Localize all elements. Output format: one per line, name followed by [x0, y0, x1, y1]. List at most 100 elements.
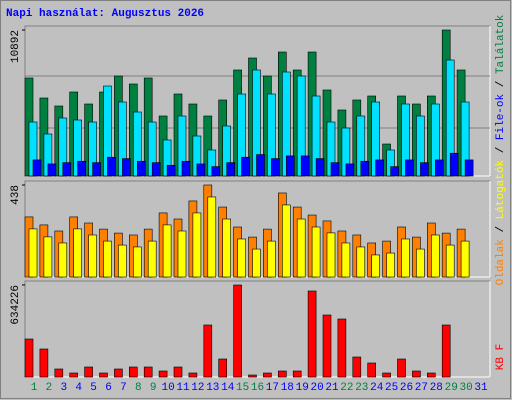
bar: [233, 284, 242, 378]
x-tick-label: 22: [340, 382, 353, 394]
x-tick-label: 17: [266, 382, 279, 394]
bar: [386, 252, 395, 278]
bar: [326, 232, 336, 278]
bar: [62, 162, 72, 177]
bar: [181, 160, 191, 177]
bar: [196, 163, 206, 177]
bar: [203, 324, 213, 378]
x-tick-label: 4: [75, 382, 82, 394]
bar: [449, 152, 459, 177]
bar: [248, 374, 257, 378]
bar: [118, 244, 127, 278]
bar: [103, 240, 112, 278]
bar: [271, 158, 280, 177]
bar: [73, 228, 82, 278]
bar: [292, 370, 302, 378]
bar: [307, 290, 317, 378]
legend-entry: Oldalak: [495, 239, 507, 286]
x-tick-label: 20: [310, 382, 323, 394]
y-tick-label: 10892: [10, 30, 22, 63]
bar: [430, 234, 440, 278]
bar: [371, 254, 381, 278]
bar: [151, 162, 161, 177]
bar: [207, 196, 217, 278]
x-tick-label: 23: [355, 382, 368, 394]
bar: [337, 318, 347, 378]
bar: [39, 348, 49, 378]
bar: [397, 358, 406, 378]
x-tick-label: 16: [251, 382, 264, 394]
x-tick-label: 15: [236, 382, 249, 394]
x-tick-label: 21: [325, 382, 339, 394]
y-tick-label: 634226: [10, 285, 22, 325]
bar: [464, 159, 474, 177]
bar: [69, 372, 78, 378]
bar: [188, 372, 198, 378]
bar: [267, 240, 276, 278]
x-tick-label: 9: [150, 382, 157, 394]
bar: [311, 226, 321, 278]
bar: [360, 160, 370, 177]
bar: [28, 228, 38, 278]
bar: [375, 159, 385, 177]
bar: [285, 155, 295, 177]
x-tick-label: 27: [415, 382, 428, 394]
bar: [281, 204, 291, 278]
bar: [237, 238, 246, 278]
x-tick-label: 25: [385, 382, 398, 394]
bar: [84, 366, 93, 378]
bar: [401, 238, 410, 278]
bar: [412, 370, 421, 378]
bar: [88, 234, 97, 278]
bar: [129, 366, 138, 378]
bar: [122, 158, 131, 177]
legend-entry: Találatok: [495, 14, 507, 74]
bar: [426, 372, 436, 378]
bar: [177, 230, 187, 278]
bar: [352, 356, 362, 378]
bar: [460, 240, 470, 278]
legend-separator: /: [495, 147, 507, 154]
bar: [252, 248, 261, 278]
bar: [405, 159, 414, 177]
bar: [133, 246, 142, 278]
bar: [434, 159, 444, 177]
bar: [367, 362, 377, 378]
x-tick-label: 1: [31, 382, 38, 394]
bar: [99, 372, 108, 378]
bar: [58, 242, 68, 278]
bar: [143, 366, 153, 378]
x-tick-label: 24: [370, 382, 384, 394]
bar: [300, 155, 310, 177]
legend-entry: Látogatók: [495, 160, 507, 220]
panel: [24, 280, 491, 378]
bar: [356, 246, 366, 278]
x-tick-label: 12: [191, 382, 204, 394]
x-tick-label: 31: [474, 382, 488, 394]
bar: [114, 368, 123, 378]
bar: [263, 372, 272, 378]
bar: [192, 212, 202, 278]
bar: [211, 166, 221, 177]
legend: Oldalak / Látogatók / File-ok / Találato…: [495, 14, 507, 285]
bar: [162, 224, 172, 278]
bar: [382, 372, 391, 378]
legend-separator: /: [495, 226, 507, 233]
bar: [173, 366, 183, 378]
x-tick-label: 30: [459, 382, 472, 394]
bar: [241, 156, 250, 177]
x-tick-label: 28: [430, 382, 443, 394]
bar: [107, 156, 116, 177]
bar: [92, 162, 101, 177]
bar: [256, 154, 265, 177]
x-tick-label: 7: [120, 382, 127, 394]
bar: [54, 368, 64, 378]
x-tick-label: 29: [445, 382, 458, 394]
legend-separator: /: [495, 81, 507, 88]
bar: [166, 164, 176, 177]
chart-title: Napi használat: Augusztus 2026: [6, 8, 204, 20]
x-tick-label: 5: [90, 382, 97, 394]
bar: [441, 324, 451, 378]
